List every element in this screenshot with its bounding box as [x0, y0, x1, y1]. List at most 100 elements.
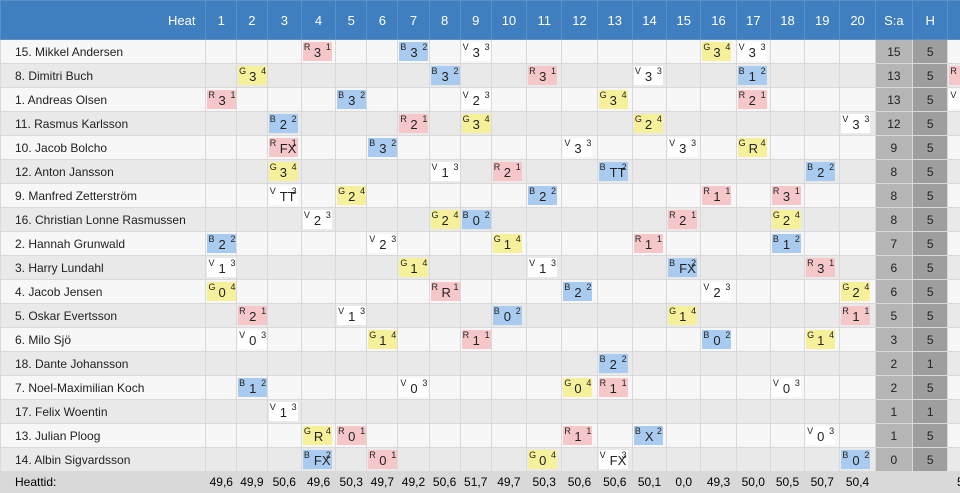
gate-letter: R: [400, 114, 407, 124]
extra-cell: [948, 208, 960, 232]
rider-name: 17. Felix Woentin: [1, 400, 206, 424]
sa-column-header[interactable]: S:a: [875, 1, 912, 40]
extra-column-header[interactable]: B: [948, 1, 960, 40]
heat-cell-14: [632, 352, 666, 376]
heat-header-12[interactable]: 12: [562, 1, 597, 40]
heat-header-9[interactable]: 9: [460, 1, 491, 40]
total-points: 5: [875, 304, 912, 328]
heat-header-20[interactable]: 20: [840, 1, 875, 40]
heat-cell-16: [701, 256, 736, 280]
total-points: 8: [875, 208, 912, 232]
heat-cell-14: [632, 136, 666, 160]
heat-header-7[interactable]: 7: [398, 1, 429, 40]
heat-cell-19: [805, 376, 840, 400]
heat-header-14[interactable]: 14: [632, 1, 666, 40]
heat-cell-10: [491, 88, 526, 112]
heat-cell-4: [301, 232, 335, 256]
h-column-header[interactable]: H: [913, 1, 948, 40]
gate-letter: B: [529, 186, 535, 196]
heat-cell-11: [527, 304, 562, 328]
table-row[interactable]: 8. Dimitri BuchG34B32R31V33B12135R31: [1, 64, 960, 88]
heat-cell-2: [237, 448, 268, 472]
heat-points: 4: [691, 306, 696, 316]
heat-cell-19: [805, 88, 840, 112]
heat-header-19[interactable]: 19: [805, 1, 840, 40]
heat-header-18[interactable]: 18: [770, 1, 804, 40]
heat-header-8[interactable]: 8: [429, 1, 460, 40]
rider-name: 13. Julian Ploog: [1, 424, 206, 448]
table-row[interactable]: 1. Andreas OlsenR31B32V23G34R21135V23: [1, 88, 960, 112]
heat-cell-9: [460, 64, 491, 88]
heat-header-17[interactable]: 17: [736, 1, 770, 40]
heat-cell-15: [667, 184, 701, 208]
heat-points: 3: [261, 330, 266, 340]
heat-cell-17: [736, 400, 770, 424]
heat-cell-1: [206, 376, 237, 400]
heat-header-16[interactable]: 16: [701, 1, 736, 40]
heat-header-2[interactable]: 2: [237, 1, 268, 40]
heat-header-15[interactable]: 15: [667, 1, 701, 40]
heat-header-11[interactable]: 11: [527, 1, 562, 40]
heat-header-3[interactable]: 3: [267, 1, 301, 40]
heat-points: 4: [551, 450, 556, 460]
heat-points: 4: [622, 90, 627, 100]
heat-cell-18: [770, 88, 804, 112]
heat-header-5[interactable]: 5: [336, 1, 367, 40]
heat-cell-18: [770, 64, 804, 88]
heat-column-header[interactable]: Heat: [1, 1, 206, 40]
extra-cell: [948, 40, 960, 64]
heat-header-10[interactable]: 10: [491, 1, 526, 40]
heat-cell-14: [632, 304, 666, 328]
heat-header-4[interactable]: 4: [301, 1, 335, 40]
heat-cell-9: [460, 376, 491, 400]
heat-points: 2: [829, 162, 834, 172]
heat-points: 4: [454, 210, 459, 220]
gate-letter: G: [807, 330, 814, 340]
heat-header-6[interactable]: 6: [367, 1, 398, 40]
heat-cell-12: [562, 40, 597, 64]
heat-result: 0: [379, 453, 386, 468]
heat-cell-2: [237, 256, 268, 280]
heat-cell-15: [667, 160, 701, 184]
heat-cell-7: [398, 136, 429, 160]
heat-points: 4: [485, 114, 490, 124]
heat-cell-17: [736, 208, 770, 232]
gate-letter: R: [564, 426, 571, 436]
heat-time-14: 50,1: [632, 472, 666, 493]
heat-points: 1: [292, 138, 297, 148]
heat-header-1[interactable]: 1: [206, 1, 237, 40]
heat-header-13[interactable]: 13: [597, 1, 632, 40]
